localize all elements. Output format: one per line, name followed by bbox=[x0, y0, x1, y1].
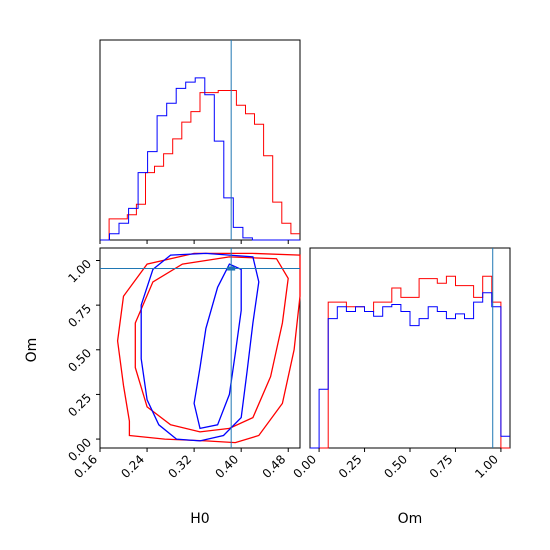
tick-marks: 0.16 0.24 0.32 0.40 0.480.000.250.500.751.00… bbox=[65, 240, 502, 481]
om-hist-x-tick-label-4: 1.00 bbox=[472, 452, 501, 481]
blue-inner-contour bbox=[193, 263, 242, 430]
om-histogram-frame bbox=[309, 247, 511, 449]
om-hist-x-tick-label-3: 0.75 bbox=[427, 452, 456, 481]
contour-x-tick-label-2: 0.32 bbox=[165, 452, 194, 481]
om-histogram bbox=[310, 275, 510, 449]
x-axis-label-h0: H0 bbox=[190, 511, 209, 527]
h0-histogram-red-series bbox=[100, 90, 300, 241]
om-vs-h0-contours bbox=[116, 252, 301, 444]
om-vs-h0-contour-frame bbox=[99, 247, 301, 449]
x-axis-label-om: Om bbox=[398, 511, 423, 527]
om-histogram-blue-series bbox=[310, 292, 510, 449]
om-hist-x-tick-label-1: 0.25 bbox=[336, 452, 365, 481]
red-outer-contour bbox=[116, 252, 301, 444]
contour-x-tick-label-1: 0.24 bbox=[118, 452, 147, 481]
red-inner-contour bbox=[134, 256, 289, 433]
h0-histogram bbox=[100, 77, 300, 241]
h0-histogram-frame bbox=[99, 39, 301, 241]
contour-y-tick-label-1: 0.25 bbox=[65, 391, 94, 420]
blue-outer-contour bbox=[140, 252, 260, 442]
contour-y-tick-label-4: 1.00 bbox=[65, 257, 94, 286]
h0-histogram-blue-series bbox=[100, 77, 300, 241]
y-axis-label-om: Om bbox=[24, 338, 40, 363]
truth-marker bbox=[227, 266, 236, 271]
om-hist-x-tick-label-0: 0.00 bbox=[290, 452, 319, 481]
truth-lines bbox=[100, 40, 494, 448]
om-hist-x-tick-label-2: 0.50 bbox=[381, 452, 410, 481]
contour-y-tick-label-2: 0.50 bbox=[65, 346, 94, 375]
contour-x-tick-label-4: 0.48 bbox=[260, 452, 289, 481]
contour-y-tick-label-3: 0.75 bbox=[65, 301, 94, 330]
contour-x-tick-label-3: 0.40 bbox=[213, 452, 242, 481]
